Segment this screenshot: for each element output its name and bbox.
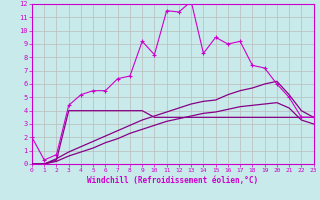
X-axis label: Windchill (Refroidissement éolien,°C): Windchill (Refroidissement éolien,°C)	[87, 176, 258, 185]
